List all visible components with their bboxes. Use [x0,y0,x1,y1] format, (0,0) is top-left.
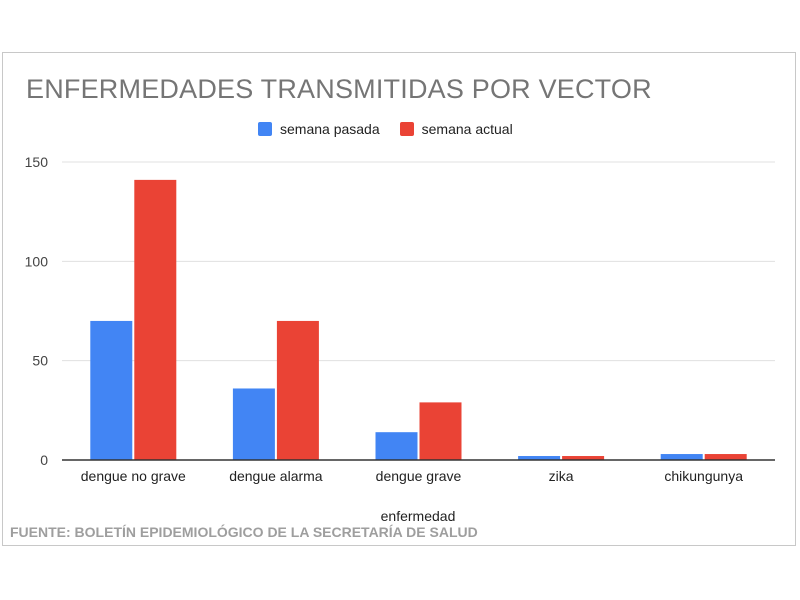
bar-dengue-grave-semana-actual [419,402,462,460]
x-tick-label-dengue-no-grave: dengue no grave [81,468,186,484]
bar-zika-semana-actual [562,456,605,460]
chart-legend: semana pasada semana actual [258,121,533,137]
legend-swatch-semana-pasada [258,122,272,136]
legend-item-semana-pasada[interactable]: semana pasada [258,121,380,137]
bar-dengue-no-grave-semana-actual [134,179,177,460]
y-tick-label-100: 100 [25,253,49,269]
x-axis-title: enfermedad [381,508,456,524]
legend-label-semana-pasada: semana pasada [280,121,380,137]
y-tick-label-50: 50 [32,353,48,369]
x-tick-label-chikungunya: chikungunya [664,468,743,484]
bar-chikungunya-semana-actual [704,454,747,460]
legend-label-semana-actual: semana actual [421,121,513,137]
chart-title: ENFERMEDADES TRANSMITIDAS POR VECTOR [26,74,652,104]
bar-dengue-grave-semana-pasada [375,432,418,460]
bar-zika-semana-pasada [518,456,561,460]
bar-dengue-alarma-semana-actual [276,320,319,460]
bar-chikungunya-semana-pasada [660,454,703,460]
x-tick-label-zika: zika [549,468,574,484]
y-tick-label-150: 150 [25,154,49,170]
bar-dengue-alarma-semana-pasada [232,388,275,460]
source-note: FUENTE: BOLETÍN EPIDEMIOLÓGICO DE LA SEC… [10,524,478,540]
legend-item-semana-actual[interactable]: semana actual [399,121,513,137]
bar-dengue-no-grave-semana-pasada [90,320,133,460]
legend-swatch-semana-actual [399,122,414,136]
x-tick-label-dengue-grave: dengue grave [376,468,462,484]
x-tick-label-dengue-alarma: dengue alarma [229,468,323,484]
y-tick-label-0: 0 [40,452,48,468]
